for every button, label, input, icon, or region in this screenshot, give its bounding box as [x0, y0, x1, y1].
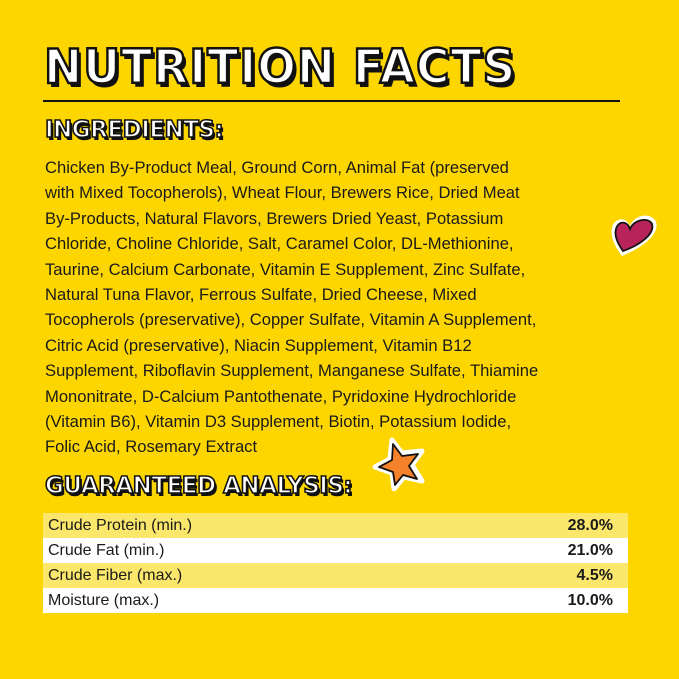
row-label: Crude Protein (min.) — [48, 516, 193, 534]
ingredients-line: Mononitrate, D-Calcium Pantothenate, Pyr… — [45, 386, 517, 406]
ingredients-line: (Vitamin B6), Vitamin D3 Supplement, Bio… — [45, 412, 512, 432]
title-divider — [43, 100, 620, 102]
row-label: Crude Fiber (max.) — [48, 566, 183, 584]
ingredients-line: Tocopherols (preservative), Copper Sulfa… — [45, 310, 537, 330]
row-value: 28.0% — [567, 516, 613, 534]
guaranteed-analysis-table: Crude Protein (min.) 28.0% Crude Fat (min… — [43, 513, 628, 613]
row-value: 10.0% — [567, 591, 613, 609]
ingredients-line: Taurine, Calcium Carbonate, Vitamin E Su… — [45, 259, 526, 279]
ingredients-line: Citric Acid (preservative), Niacin Suppl… — [45, 335, 472, 355]
star-icon — [372, 437, 425, 491]
page-title: NUTRITION FACTS — [43, 39, 517, 97]
table-row: Moisture (max.) 10.0% — [43, 588, 628, 613]
analysis-heading: GUARANTEED ANALYSIS: — [44, 472, 353, 500]
table-row: Crude Fiber (max.) 4.5% — [43, 563, 628, 588]
table-row: Crude Fat (min.) 21.0% — [43, 538, 628, 563]
row-value: 4.5% — [576, 566, 613, 584]
ingredients-line: Chicken By-Product Meal, Ground Corn, An… — [45, 158, 509, 177]
row-label: Moisture (max.) — [48, 591, 160, 609]
heart-icon — [611, 215, 657, 256]
ingredients-list: Chicken By-Product Meal, Ground Corn, An… — [45, 155, 538, 460]
table-row: Crude Protein (min.) 28.0% — [43, 513, 628, 538]
ingredients-line: Supplement, Riboflavin Supplement, Manga… — [45, 361, 539, 381]
row-value: 21.0% — [567, 541, 613, 559]
ingredients-line: By-Products, Natural Flavors, Brewers Dr… — [45, 208, 504, 228]
ingredients-line: Folic Acid, Rosemary Extract — [45, 437, 258, 457]
ingredients-line: Chloride, Choline Chloride, Salt, Carame… — [45, 234, 514, 254]
ingredients-heading: INGREDIENTS: — [44, 116, 224, 144]
row-label: Crude Fat (min.) — [48, 541, 165, 559]
ingredients-line: Natural Tuna Flavor, Ferrous Sulfate, Dr… — [45, 285, 477, 305]
ingredients-line: with Mixed Tocopherols), Wheat Flour, Br… — [45, 183, 520, 203]
